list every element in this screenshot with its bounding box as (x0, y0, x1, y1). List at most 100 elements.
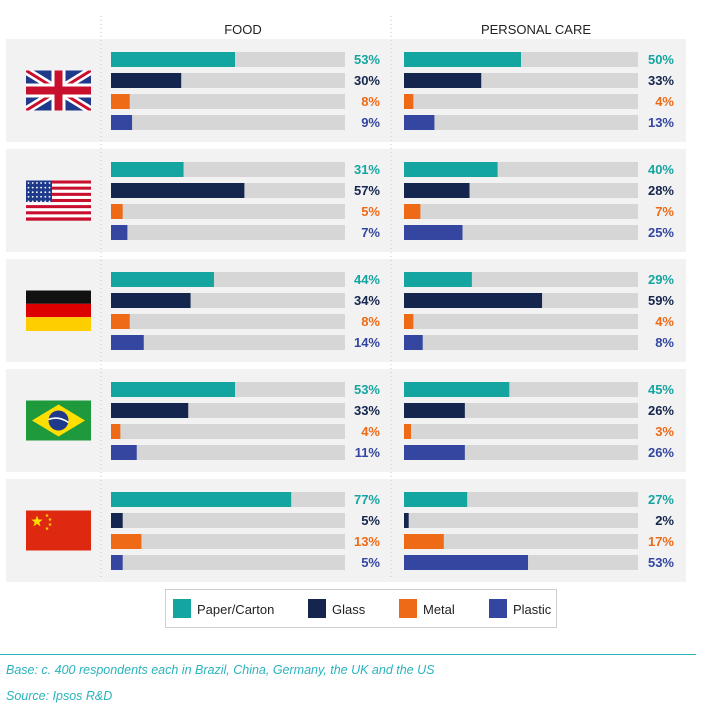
bar-personal-care-uk-metal (404, 94, 414, 109)
bar-personal-care-us-plastic (404, 225, 463, 240)
bar-track (111, 314, 345, 329)
bar-food-china-paper-carton (111, 492, 292, 507)
bar-track (111, 94, 345, 109)
bar-personal-care-brazil-metal (404, 424, 412, 439)
bar-track (111, 424, 345, 439)
value-label: 57% (354, 183, 380, 198)
bar-personal-care-china-paper-carton (404, 492, 468, 507)
bar-personal-care-uk-glass (404, 73, 482, 88)
bar-track (404, 314, 638, 329)
bar-food-us-plastic (111, 225, 128, 240)
value-label: 11% (355, 445, 381, 460)
value-label: 5% (361, 513, 380, 528)
bar-food-germany-metal (111, 314, 130, 329)
bar-personal-care-brazil-plastic (404, 445, 465, 460)
value-label: 8% (655, 335, 674, 350)
value-label: 25% (648, 225, 674, 240)
value-label: 17% (648, 534, 674, 549)
value-label: 31% (354, 162, 380, 177)
bar-track (404, 335, 638, 350)
bar-food-us-paper-carton (111, 162, 184, 177)
value-label: 8% (361, 314, 380, 329)
value-label: 7% (361, 225, 380, 240)
value-label: 13% (648, 115, 674, 130)
bar-personal-care-us-paper-carton (404, 162, 498, 177)
legend: Paper/Carton Glass Metal Plastic (165, 589, 557, 628)
bar-food-brazil-metal (111, 424, 121, 439)
bar-food-us-glass (111, 183, 245, 198)
bar-food-china-plastic (111, 555, 123, 570)
bar-food-china-glass (111, 513, 123, 528)
bar-personal-care-us-glass (404, 183, 470, 198)
legend-label: Plastic (513, 602, 552, 617)
bar-track (111, 225, 345, 240)
bar-personal-care-uk-plastic (404, 115, 435, 130)
bar-track (404, 513, 638, 528)
value-label: 4% (655, 94, 674, 109)
value-label: 45% (648, 382, 674, 397)
bar-track (404, 424, 638, 439)
value-label: 27% (648, 492, 674, 507)
bar-personal-care-germany-metal (404, 314, 414, 329)
bar-track (404, 204, 638, 219)
bar-food-brazil-paper-carton (111, 382, 236, 397)
brazil-flag-icon (26, 400, 91, 441)
value-label: 53% (354, 382, 380, 397)
value-label: 3% (655, 424, 674, 439)
value-label: 4% (361, 424, 380, 439)
bar-personal-care-us-metal (404, 204, 421, 219)
value-label: 4% (655, 314, 674, 329)
source-note: Source: Ipsos R&D (6, 689, 113, 703)
legend-swatch-glass (308, 599, 326, 618)
value-label: 59% (648, 293, 674, 308)
germany-flag-icon (26, 290, 91, 331)
bar-food-brazil-glass (111, 403, 189, 418)
value-label: 26% (648, 445, 674, 460)
value-label: 29% (648, 272, 674, 287)
value-label: 5% (361, 204, 380, 219)
bar-food-us-metal (111, 204, 123, 219)
bar-personal-care-brazil-glass (404, 403, 465, 418)
value-label: 40% (648, 162, 674, 177)
bar-personal-care-china-plastic (404, 555, 529, 570)
bar-food-uk-glass (111, 73, 182, 88)
bar-food-germany-paper-carton (111, 272, 214, 287)
bar-food-uk-paper-carton (111, 52, 236, 67)
bar-track (404, 115, 638, 130)
bar-food-brazil-plastic (111, 445, 137, 460)
bar-food-germany-glass (111, 293, 191, 308)
value-label: 13% (354, 534, 380, 549)
value-label: 2% (655, 513, 674, 528)
legend-label: Metal (423, 602, 455, 617)
value-label: 53% (648, 555, 674, 570)
value-label: 53% (354, 52, 380, 67)
us-flag-icon (26, 180, 91, 221)
base-note: Base: c. 400 respondents each in Brazil,… (6, 663, 435, 677)
bar-track (111, 204, 345, 219)
bar-track (111, 513, 345, 528)
packaging-chart: FOOD PERSONAL CARE 53% 50% 30% 33% 8% 4% 9% 13% 31… (6, 16, 686, 628)
value-label: 14% (354, 335, 380, 350)
bar-personal-care-germany-paper-carton (404, 272, 472, 287)
bar-personal-care-germany-plastic (404, 335, 423, 350)
value-label: 77% (354, 492, 380, 507)
bar-food-uk-metal (111, 94, 130, 109)
legend-label: Paper/Carton (197, 602, 274, 617)
bar-personal-care-brazil-paper-carton (404, 382, 510, 397)
value-label: 30% (354, 73, 380, 88)
bar-track (111, 115, 345, 130)
footnote-divider (0, 654, 696, 655)
bar-personal-care-germany-glass (404, 293, 543, 308)
bar-personal-care-uk-paper-carton (404, 52, 521, 67)
bar-track (404, 94, 638, 109)
value-label: 44% (354, 272, 380, 287)
bar-track (404, 534, 638, 549)
bar-personal-care-china-glass (404, 513, 409, 528)
bar-food-germany-plastic (111, 335, 144, 350)
value-label: 7% (655, 204, 674, 219)
value-label: 34% (354, 293, 380, 308)
bar-track (111, 445, 345, 460)
bar-personal-care-china-metal (404, 534, 444, 549)
china-flag-icon (26, 510, 91, 551)
legend-swatch-paper-carton (173, 599, 191, 618)
